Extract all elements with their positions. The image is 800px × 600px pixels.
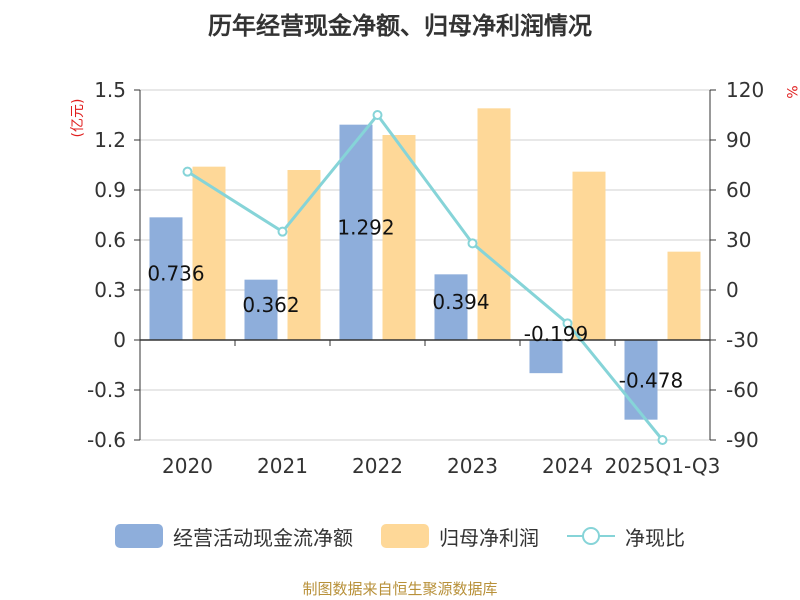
legend-swatch-cashflow bbox=[115, 524, 163, 548]
point-cash-ratio bbox=[182, 166, 193, 177]
right-axis-tick-label: 60 bbox=[726, 178, 751, 202]
x-axis-tick-label: 2021 bbox=[257, 454, 308, 478]
point-cash-ratio bbox=[467, 238, 478, 249]
data-label-cashflow: -0.199 bbox=[524, 322, 588, 346]
bar-cashflow bbox=[339, 124, 373, 341]
data-label-cashflow: 1.292 bbox=[337, 215, 394, 239]
x-axis-tick-label: 2022 bbox=[352, 454, 403, 478]
left-axis-unit: (亿元) bbox=[70, 99, 86, 138]
x-axis-tick-label: 2025Q1-Q3 bbox=[605, 454, 721, 478]
left-axis-tick-label: 1.5 bbox=[94, 78, 126, 102]
x-axis-tick-label: 2020 bbox=[162, 454, 213, 478]
x-axis-tick-label: 2024 bbox=[542, 454, 593, 478]
data-label-cashflow: 0.736 bbox=[147, 262, 204, 286]
point-cash-ratio bbox=[372, 110, 383, 120]
right-axis-tick-label: 90 bbox=[726, 128, 751, 152]
bar-cashflow bbox=[244, 279, 278, 340]
legend-label-cash-ratio: 净现比 bbox=[625, 525, 685, 550]
point-cash-ratio bbox=[277, 226, 288, 237]
left-axis-tick-label: 0 bbox=[113, 328, 126, 352]
right-axis-tick-label: 0 bbox=[726, 278, 739, 302]
bar-net-profit bbox=[192, 166, 226, 340]
right-axis-tick-label: -60 bbox=[726, 378, 759, 402]
bar-net-profit bbox=[572, 171, 606, 340]
bar-net-profit bbox=[667, 251, 701, 340]
legend-item-cash-ratio[interactable]: 净现比 bbox=[567, 522, 685, 551]
legend: 经营活动现金流净额 归母净利润 净现比 bbox=[0, 516, 800, 556]
bar-net-profit bbox=[382, 135, 416, 340]
left-axis-tick-label: -0.3 bbox=[87, 378, 126, 402]
data-label-cashflow: 0.362 bbox=[242, 293, 299, 317]
right-axis-unit: % bbox=[783, 85, 799, 98]
right-axis-tick-label: 120 bbox=[726, 78, 764, 102]
legend-label-net-profit: 归母净利润 bbox=[439, 525, 539, 550]
bar-cashflow bbox=[529, 340, 563, 374]
left-axis-tick-label: 0.3 bbox=[94, 278, 126, 302]
legend-swatch-net-profit bbox=[381, 524, 429, 548]
left-axis-tick-label: 0.9 bbox=[94, 178, 126, 202]
bar-cashflow bbox=[434, 274, 468, 340]
left-axis-tick-label: -0.6 bbox=[87, 428, 126, 452]
right-axis-tick-label: 30 bbox=[726, 228, 751, 252]
legend-item-net-profit[interactable]: 归母净利润 bbox=[381, 522, 539, 551]
right-axis-tick-label: -30 bbox=[726, 328, 759, 352]
x-axis-tick-label: 2023 bbox=[447, 454, 498, 478]
bar-cashflow bbox=[149, 217, 183, 340]
point-cash-ratio bbox=[657, 435, 668, 445]
data-label-cashflow: -0.478 bbox=[619, 369, 683, 393]
left-axis-tick-label: 1.2 bbox=[94, 128, 126, 152]
legend-item-cashflow[interactable]: 经营活动现金流净额 bbox=[115, 522, 353, 551]
right-axis-tick-label: -90 bbox=[726, 428, 759, 452]
line-cash-ratio bbox=[186, 112, 664, 441]
data-label-cashflow: 0.394 bbox=[432, 290, 489, 314]
legend-label-cashflow: 经营活动现金流净额 bbox=[173, 525, 353, 550]
bar-cashflow bbox=[624, 340, 658, 420]
legend-swatch-cash-ratio bbox=[567, 527, 615, 545]
left-axis-tick-label: 0.6 bbox=[94, 228, 126, 252]
data-source-note: 制图数据来自恒生聚源数据库 bbox=[302, 580, 498, 598]
point-cash-ratio bbox=[562, 318, 573, 329]
chart-title: 历年经营现金净额、归母净利润情况 bbox=[208, 12, 592, 40]
bar-net-profit bbox=[287, 170, 321, 340]
bar-net-profit bbox=[477, 108, 511, 340]
